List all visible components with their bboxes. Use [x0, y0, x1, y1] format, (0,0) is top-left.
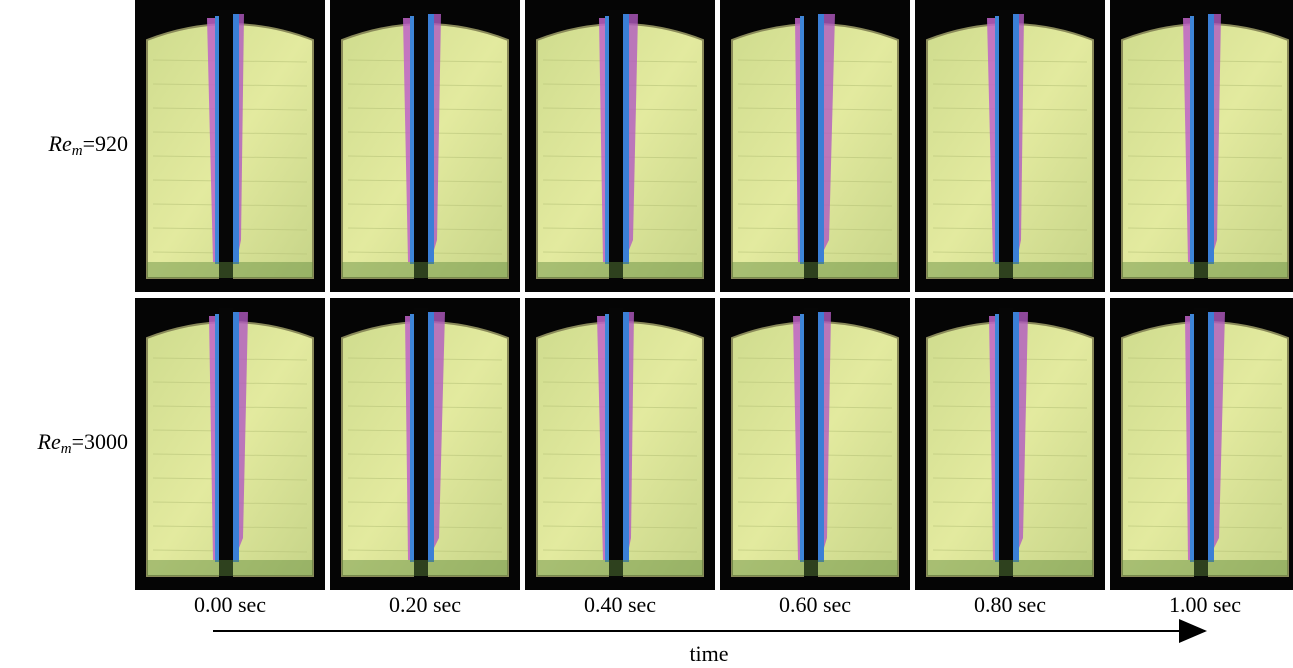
blue-l	[800, 16, 804, 264]
blue-r	[428, 14, 434, 264]
magenta-r	[1214, 14, 1221, 250]
magenta-r	[434, 312, 445, 548]
magenta-r	[239, 312, 248, 548]
axis-label: time	[689, 641, 728, 666]
bottom-band	[732, 262, 898, 278]
blue-r	[1013, 312, 1019, 562]
photo	[1110, 298, 1293, 590]
photo	[330, 298, 520, 590]
photo	[525, 0, 715, 292]
bottom-band	[1122, 560, 1288, 576]
magenta-r	[1019, 312, 1028, 548]
blue-r	[623, 312, 629, 562]
blue-l	[800, 314, 804, 562]
bottom-band	[342, 262, 508, 278]
photo	[915, 298, 1105, 590]
blue-r	[818, 14, 824, 264]
gap	[609, 10, 623, 280]
gap	[999, 308, 1013, 578]
blue-r	[1013, 14, 1019, 264]
column-label: 0.40 sec	[584, 592, 656, 617]
row-symbol: Re	[37, 429, 61, 454]
photo	[525, 298, 715, 590]
blue-r	[623, 14, 629, 264]
column-label: 0.60 sec	[779, 592, 851, 617]
bottom-band	[342, 560, 508, 576]
photo	[1110, 0, 1293, 292]
photo	[915, 0, 1105, 292]
row-label: Rem=3000	[37, 429, 128, 457]
photo	[135, 0, 325, 292]
photo	[720, 298, 910, 590]
gap	[804, 308, 818, 578]
blue-l	[215, 314, 219, 562]
blue-r	[233, 312, 239, 562]
bottom-band	[537, 262, 703, 278]
row-subscript: m	[72, 143, 83, 159]
row-value: =3000	[72, 429, 128, 454]
gap	[219, 10, 233, 280]
magenta-r	[824, 14, 835, 250]
gap	[414, 308, 428, 578]
bottom-band	[1122, 262, 1288, 278]
magenta-r	[629, 312, 634, 548]
gap	[804, 10, 818, 280]
blue-l	[410, 16, 414, 264]
blue-r	[818, 312, 824, 562]
blue-l	[995, 16, 999, 264]
row-subscript: m	[61, 441, 72, 457]
blue-l	[1190, 16, 1194, 264]
row-value: =920	[83, 131, 128, 156]
gap	[609, 308, 623, 578]
blue-l	[215, 16, 219, 264]
column-label: 0.80 sec	[974, 592, 1046, 617]
photo	[135, 298, 325, 590]
blue-l	[995, 314, 999, 562]
gap	[414, 10, 428, 280]
photo	[330, 0, 520, 292]
gap	[1194, 308, 1208, 578]
row-symbol: Re	[48, 131, 72, 156]
gap	[999, 10, 1013, 280]
bottom-band	[537, 560, 703, 576]
magenta-r	[1019, 14, 1024, 250]
magenta-r	[434, 14, 441, 250]
column-label: 1.00 sec	[1169, 592, 1241, 617]
blue-r	[428, 312, 434, 562]
blue-l	[410, 314, 414, 562]
blue-r	[233, 14, 239, 264]
blue-r	[1208, 312, 1214, 562]
blue-l	[1190, 314, 1194, 562]
magenta-r	[629, 14, 638, 250]
bottom-band	[927, 560, 1093, 576]
photo	[720, 0, 910, 292]
column-label: 0.00 sec	[194, 592, 266, 617]
bottom-band	[927, 262, 1093, 278]
bottom-band	[732, 560, 898, 576]
bottom-band	[147, 262, 313, 278]
magenta-r	[239, 14, 244, 250]
row-label: Rem=920	[48, 131, 128, 159]
bottom-band	[147, 560, 313, 576]
gap	[219, 308, 233, 578]
magenta-r	[824, 312, 831, 548]
blue-r	[1208, 14, 1214, 264]
gap	[1194, 10, 1208, 280]
blue-l	[605, 16, 609, 264]
column-label: 0.20 sec	[389, 592, 461, 617]
blue-l	[605, 314, 609, 562]
magenta-r	[1214, 312, 1225, 548]
